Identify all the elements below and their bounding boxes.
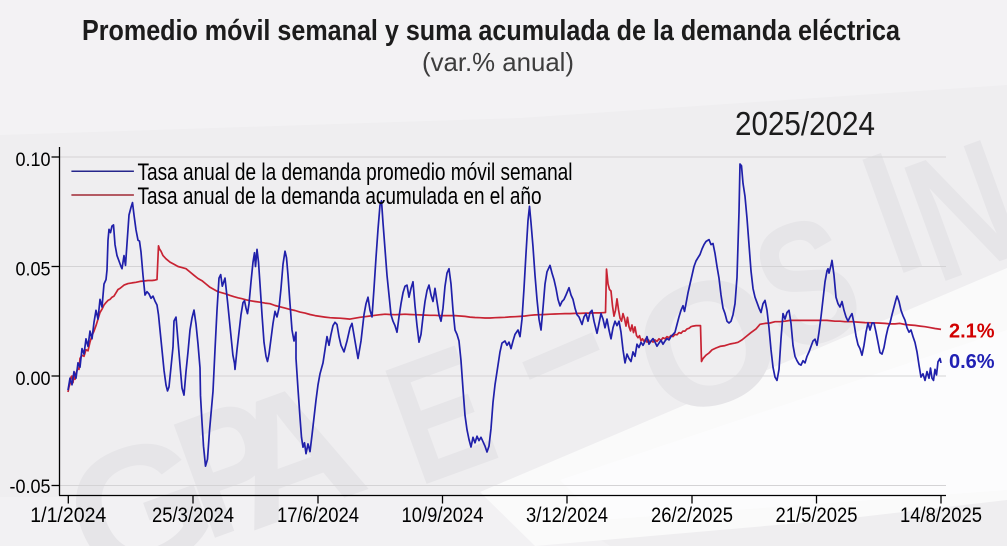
svg-text:0.00: 0.00 <box>16 368 51 390</box>
svg-text:21/5/2025: 21/5/2025 <box>776 504 858 527</box>
svg-text:0.10: 0.10 <box>16 149 51 171</box>
svg-text:1/1/2024: 1/1/2024 <box>30 504 106 527</box>
svg-text:26/2/2025: 26/2/2025 <box>651 504 733 527</box>
svg-text:(var.% anual): (var.% anual) <box>422 47 574 77</box>
svg-text:14/8/2025: 14/8/2025 <box>900 504 982 527</box>
svg-text:2.1%: 2.1% <box>949 321 995 343</box>
svg-text:0.6%: 0.6% <box>949 351 995 373</box>
svg-text:2025/2024: 2025/2024 <box>735 105 875 142</box>
svg-text:Tasa anual de la demanda prome: Tasa anual de la demanda promedio móvil … <box>138 159 573 186</box>
svg-text:10/9/2024: 10/9/2024 <box>402 504 484 527</box>
svg-text:Promedio móvil semanal y suma: Promedio móvil semanal y suma acumulada … <box>82 15 901 47</box>
svg-text:17/6/2024: 17/6/2024 <box>277 504 359 527</box>
svg-text:3/12/2024: 3/12/2024 <box>526 504 608 527</box>
svg-text:25/3/2024: 25/3/2024 <box>152 504 234 527</box>
svg-text:Tasa anual de la demanda acumu: Tasa anual de la demanda acumulada en el… <box>138 183 542 210</box>
svg-text:-0.05: -0.05 <box>10 476 51 498</box>
svg-text:0.05: 0.05 <box>16 259 51 281</box>
